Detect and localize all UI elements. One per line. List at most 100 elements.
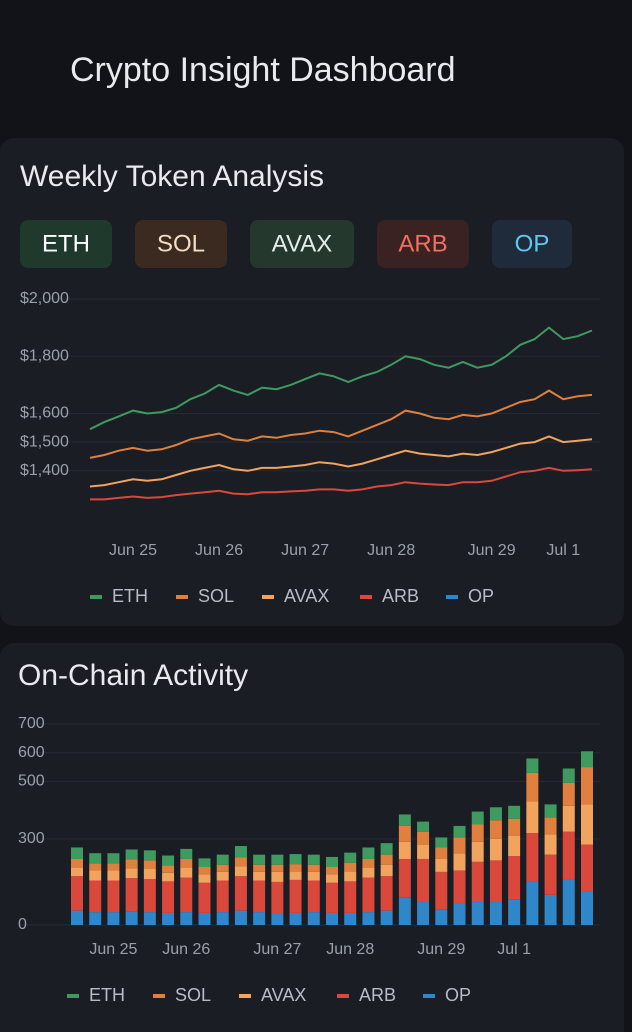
legend-swatch <box>423 994 435 998</box>
legend-label: AVAX <box>261 985 306 1005</box>
legend-swatch <box>446 595 458 599</box>
bar-segment <box>198 882 211 913</box>
bar-segment <box>143 850 156 861</box>
bar-segment <box>344 912 357 925</box>
x-tick-label: Jul 1 <box>497 941 531 958</box>
x-tick-label: Jun 27 <box>281 542 329 559</box>
token-chip-label[interactable]: ARB <box>398 230 447 257</box>
bar-segment <box>344 881 357 913</box>
bar-segment <box>253 854 266 865</box>
bar-segment <box>526 772 539 802</box>
bar-segment <box>143 912 156 925</box>
bar-segment <box>307 871 320 881</box>
bar-segment <box>143 879 156 913</box>
bar-segment <box>216 854 229 865</box>
bar-segment <box>71 867 83 877</box>
x-tick-label: Jun 29 <box>468 542 516 559</box>
bar-segment <box>508 899 521 925</box>
legend-label: OP <box>468 586 494 606</box>
bar-segment <box>289 854 302 865</box>
bar-segment <box>398 814 411 826</box>
legend-label: ETH <box>112 586 148 606</box>
legend-label: AVAX <box>284 586 329 606</box>
series-line <box>90 466 593 501</box>
token-chip[interactable] <box>250 220 354 268</box>
bar-segment <box>289 871 302 880</box>
bar-segment <box>398 858 411 898</box>
bar-segment <box>362 867 375 878</box>
bar-segment <box>234 866 247 877</box>
bar-segment <box>453 903 466 925</box>
bar-segment <box>234 876 247 911</box>
x-tick-label: Jun 26 <box>195 542 243 559</box>
legend-swatch <box>262 595 274 599</box>
bar-segment <box>544 804 557 818</box>
bar-segment <box>125 878 138 912</box>
legend-swatch <box>153 994 165 998</box>
bar-segment <box>326 856 338 867</box>
bar-segment <box>125 859 138 869</box>
x-tick-label: Jul 1 <box>546 542 580 559</box>
x-tick-label: Jun 28 <box>367 542 415 559</box>
y-tick-label: 700 <box>18 715 45 732</box>
bar-segment <box>89 863 102 871</box>
x-tick-label: Jun 27 <box>253 941 301 958</box>
bar-segment <box>508 856 521 900</box>
bar-segment <box>71 910 83 925</box>
bar-segment <box>544 854 557 895</box>
bar-segment <box>508 818 521 836</box>
bar-segment <box>326 874 338 883</box>
y-tick-label: 300 <box>18 830 45 847</box>
bar-segment <box>271 871 284 882</box>
token-chip[interactable] <box>492 220 572 268</box>
bar-segment <box>489 807 502 821</box>
token-chip-label[interactable]: OP <box>515 230 550 257</box>
bar-segment <box>71 876 83 911</box>
bar-segment <box>417 902 430 925</box>
bar-segment <box>544 834 557 855</box>
bar-segment <box>180 912 193 925</box>
bar-segment <box>307 912 320 925</box>
bar-segment <box>435 909 448 925</box>
bar-segment <box>398 897 411 925</box>
bar-segment <box>89 912 102 925</box>
token-chip[interactable] <box>20 220 112 268</box>
y-tick-label: 0 <box>18 916 27 933</box>
token-chip[interactable] <box>135 220 227 268</box>
x-tick-label: Jun 25 <box>89 941 137 958</box>
token-chip-label[interactable]: ETH <box>42 230 90 257</box>
y-tick-label: 500 <box>18 773 45 790</box>
legend-swatch <box>360 595 372 599</box>
bar-segment <box>216 912 229 925</box>
bar-segment <box>107 853 120 864</box>
bar-segment <box>234 910 247 925</box>
bar-segment <box>562 782 575 806</box>
y-tick-label: $1,800 <box>20 347 69 364</box>
series-line <box>89 389 593 459</box>
token-chip-label[interactable]: AVAX <box>272 230 332 257</box>
bar-segment <box>380 910 393 925</box>
token-chip-label[interactable]: SOL <box>157 230 205 257</box>
legend-label: ARB <box>359 985 396 1005</box>
legend-label: ETH <box>89 985 125 1005</box>
token-chip[interactable] <box>377 220 469 268</box>
bar-segment <box>526 758 539 773</box>
x-tick-label: Jun 26 <box>162 941 210 958</box>
bar-segment <box>71 847 83 859</box>
bar-segment <box>289 912 302 925</box>
legend-label: ARB <box>382 586 419 606</box>
bar-segment <box>508 805 521 819</box>
series-line <box>89 326 593 431</box>
legend-swatch <box>67 994 79 998</box>
bar-segment <box>544 817 557 835</box>
bar-segment <box>398 841 411 859</box>
bar-segment <box>453 825 466 838</box>
bar-segment <box>271 854 284 865</box>
bar-segment <box>471 861 484 903</box>
bar-segment <box>435 858 448 872</box>
bar-segment <box>107 863 120 871</box>
bar-segment <box>198 912 211 925</box>
bar-segment <box>307 864 320 872</box>
bar-segment <box>581 844 593 892</box>
